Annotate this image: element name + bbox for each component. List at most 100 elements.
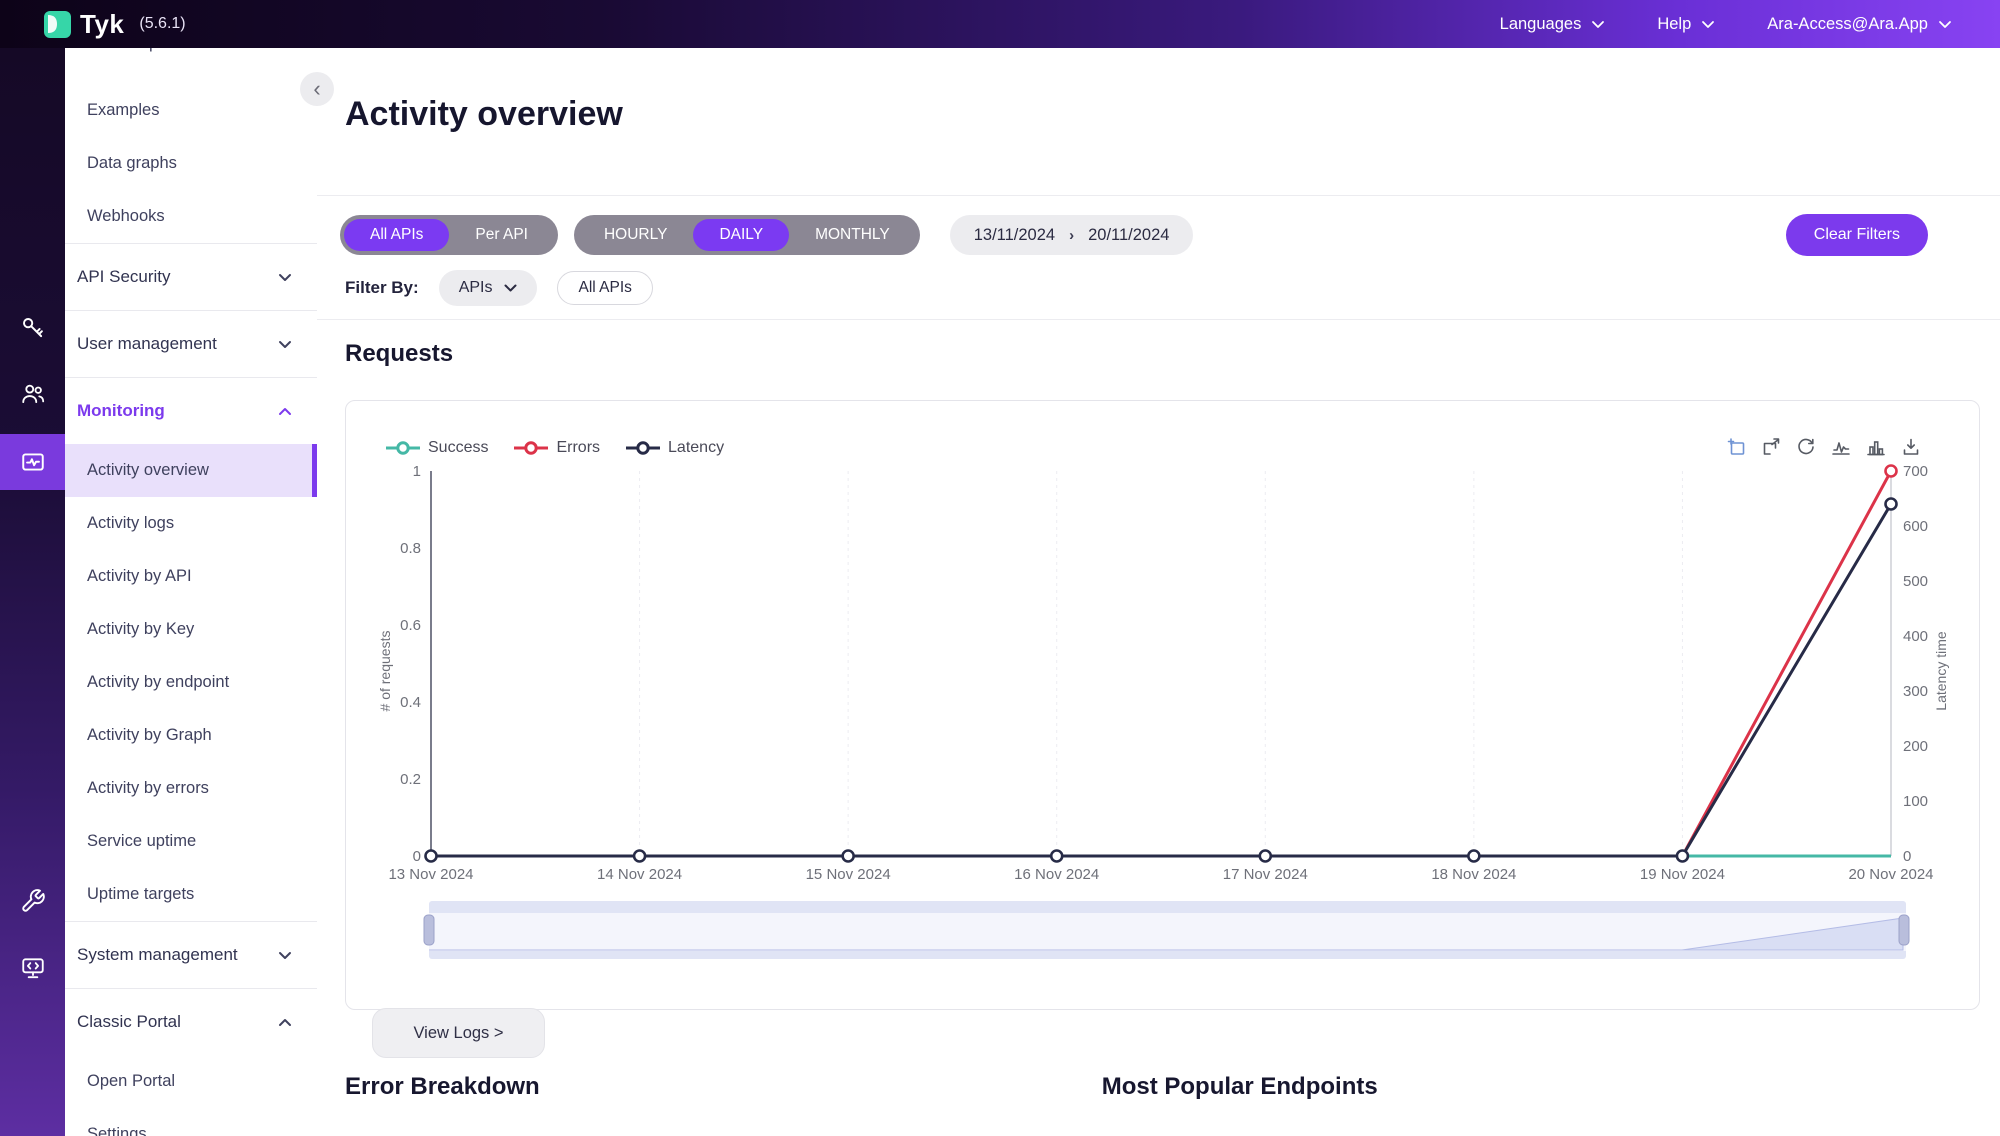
right-axis-tick: 400: [1903, 628, 1928, 645]
sidebar-item-label: Activity logs: [87, 514, 175, 532]
sidebar-collapse-button[interactable]: ‹: [300, 72, 334, 106]
sidebar-item-label: Settings: [87, 1125, 147, 1136]
save-image-icon[interactable]: [1901, 437, 1921, 457]
zoom-select-icon[interactable]: [1726, 437, 1746, 457]
data-point[interactable]: [1258, 849, 1273, 863]
granularity-option-monthly[interactable]: MONTHLY: [789, 219, 916, 251]
sidebar-item-activity-logs[interactable]: Activity logs: [65, 497, 317, 550]
rail-monitor-pulse-icon-monitoring[interactable]: [0, 434, 65, 490]
sidebar-item-settings[interactable]: Settings: [65, 1108, 317, 1136]
header-divider: [317, 195, 2000, 196]
sidebar-item-label: Examples: [87, 101, 160, 119]
clear-filters-button[interactable]: Clear Filters: [1785, 214, 1928, 256]
sidebar-item-label: API Security: [77, 267, 171, 286]
x-axis-label: 14 Nov 2024: [597, 866, 682, 883]
sidebar-icon-rail: [0, 48, 65, 1136]
view-logs-button[interactable]: View Logs >: [372, 1008, 545, 1058]
data-point[interactable]: [1675, 849, 1690, 863]
brand-version: (5.6.1): [139, 15, 186, 32]
data-point[interactable]: [841, 849, 855, 863]
requests-line-chart[interactable]: 0 0.2 0.4 0.6 0.8 1 0 100 200 300 400 500 600 700 # of…: [346, 401, 1979, 1009]
rail-users-icon-user-management[interactable]: [0, 366, 65, 422]
chevron-down-icon: [279, 951, 291, 959]
right-axis-tick: 700: [1903, 463, 1928, 480]
sidebar-item-label: Monitoring: [77, 401, 165, 420]
x-axis-label: 13 Nov 2024: [388, 866, 473, 883]
sidebar-item-data-graphs[interactable]: Data graphs: [65, 137, 317, 190]
tyk-logo-icon: [44, 10, 71, 38]
sidebar-item-system-management[interactable]: System management: [65, 921, 317, 988]
filter-value-chip[interactable]: All APIs: [557, 271, 653, 305]
sidebar-item-label: User management: [77, 334, 217, 353]
sidebar-item-label: Uptime targets: [87, 885, 195, 903]
sidebar-item-label: Activity by Key: [87, 620, 195, 638]
sidebar-item-webhooks[interactable]: Webhooks: [65, 190, 317, 243]
data-point-latency-end[interactable]: [1884, 497, 1898, 511]
brand-name: Tyk: [80, 8, 125, 39]
sidebar-item-api-templates[interactable]: API Templates: [65, 48, 317, 70]
sidebar-item-label: Activity overview: [87, 461, 209, 479]
sidebar-item-uptime-targets[interactable]: Uptime targets: [65, 868, 317, 921]
chevron-down-icon: [279, 273, 291, 281]
data-point-errors-end[interactable]: [1884, 464, 1898, 478]
sidebar-item-activity-by-api[interactable]: Activity by API: [65, 550, 317, 603]
topbar-menu-ara-access-ara-app[interactable]: Ara-Access@Ara.App: [1767, 15, 1952, 34]
slider-handle-right[interactable]: [1898, 914, 1910, 946]
requests-heading: Requests: [345, 340, 454, 367]
slider-handle-left[interactable]: [423, 914, 435, 946]
x-axis-label: 17 Nov 2024: [1223, 866, 1308, 883]
datazoom-slider[interactable]: [423, 901, 1910, 959]
scope-option-all-apis[interactable]: All APIs: [344, 219, 450, 251]
sidebar-item-activity-by-graph[interactable]: Activity by Graph: [65, 709, 317, 762]
rail-key-icon-api-security[interactable]: [0, 300, 65, 356]
slider-selected-region[interactable]: [429, 913, 1906, 951]
bar-chart-icon[interactable]: [1866, 437, 1886, 457]
sidebar-item-classic-portal[interactable]: Classic Portal: [65, 988, 317, 1055]
x-axis-label: 16 Nov 2024: [1014, 866, 1099, 883]
sidebar-item-api-security[interactable]: API Security: [65, 243, 317, 310]
restore-icon[interactable]: [1796, 437, 1816, 457]
legend-item-success[interactable]: Success: [386, 439, 488, 457]
data-point[interactable]: [632, 849, 647, 863]
x-axis-label: 20 Nov 2024: [1848, 866, 1933, 883]
topbar-menu-languages[interactable]: Languages: [1500, 15, 1606, 34]
line-chart-icon[interactable]: [1831, 437, 1851, 457]
brand[interactable]: Tyk (5.6.1): [0, 9, 186, 40]
sidebar-item-activity-by-endpoint[interactable]: Activity by endpoint: [65, 656, 317, 709]
sidebar-item-activity-by-errors[interactable]: Activity by errors: [65, 762, 317, 815]
chevron-down-icon: [1592, 20, 1605, 28]
rail-portal-monitor-icon-classic-portal[interactable]: [0, 940, 65, 996]
granularity-option-hourly[interactable]: HOURLY: [578, 219, 693, 251]
sidebar-item-open-portal[interactable]: Open Portal: [65, 1055, 317, 1108]
portal-monitor-icon: [19, 955, 47, 981]
date-range-picker[interactable]: 13/11/2024 › 20/11/2024: [949, 215, 1194, 255]
legend-item-latency[interactable]: Latency: [626, 439, 724, 457]
sidebar-item-activity-overview[interactable]: Activity overview: [65, 444, 317, 497]
sidebar-item-label: Activity by API: [87, 567, 192, 585]
zoom-reset-icon[interactable]: [1761, 437, 1781, 457]
filter-type-dropdown[interactable]: APIs: [438, 270, 538, 306]
data-point[interactable]: [424, 849, 438, 863]
series-line-latency: [431, 503, 1893, 858]
legend-item-errors[interactable]: Errors: [514, 439, 600, 457]
chevron-down-icon: [279, 340, 291, 348]
sidebar-item-monitoring[interactable]: Monitoring: [65, 377, 317, 444]
topbar-menu-help[interactable]: Help: [1657, 15, 1715, 34]
data-point[interactable]: [1467, 849, 1481, 863]
data-point[interactable]: [1049, 849, 1064, 863]
wrench-icon: [20, 888, 46, 914]
sidebar-item-activity-by-key[interactable]: Activity by Key: [65, 603, 317, 656]
popular-endpoints-heading: Most Popular Endpoints: [1101, 1073, 1378, 1100]
chevron-left-icon: ‹: [313, 76, 321, 101]
sidebar-item-service-uptime[interactable]: Service uptime: [65, 815, 317, 868]
filter-divider: [317, 319, 2000, 320]
granularity-option-daily[interactable]: DAILY: [693, 219, 790, 251]
x-axis-label: 18 Nov 2024: [1431, 866, 1516, 883]
legend-marker-icon: [626, 441, 661, 455]
chevron-down-icon: [1939, 20, 1951, 28]
sidebar-item-examples[interactable]: Examples: [65, 84, 317, 137]
scope-option-per-api[interactable]: Per API: [449, 219, 554, 251]
sidebar-item-user-management[interactable]: User management: [65, 310, 317, 377]
rail-wrench-icon-system-management[interactable]: [0, 873, 65, 929]
